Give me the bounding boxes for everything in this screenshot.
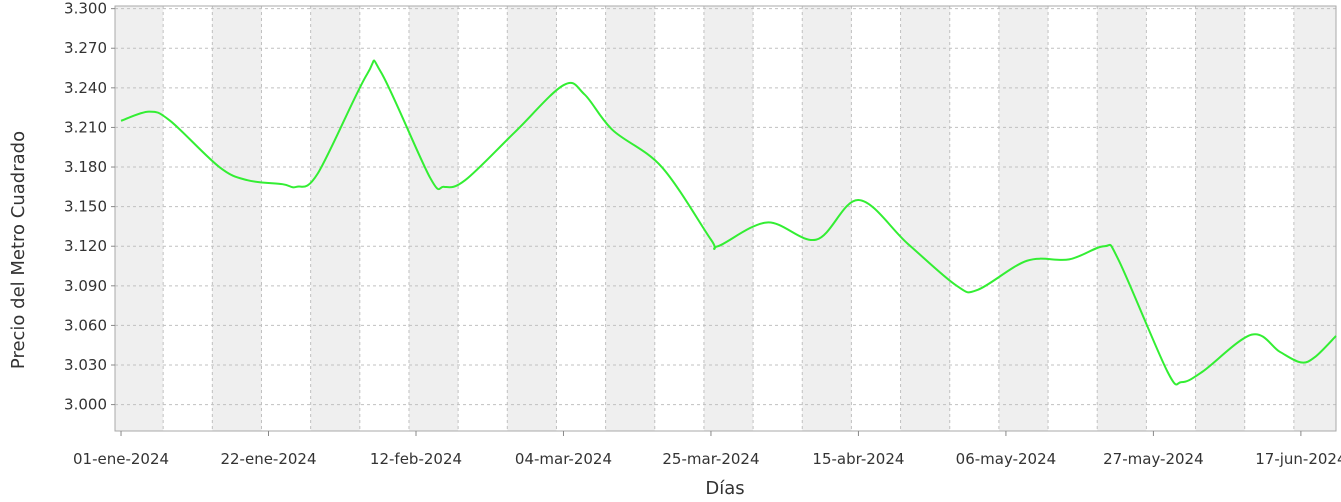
x-tick-label: 06-may-2024 <box>956 450 1057 468</box>
x-tick-label: 04-mar-2024 <box>515 450 612 468</box>
y-tick-label: 3.090 <box>64 277 107 295</box>
y-tick-label: 3.300 <box>64 0 107 18</box>
y-axis-title: Precio del Metro Cuadrado <box>8 131 29 369</box>
background-band <box>1097 6 1147 431</box>
background-band <box>507 6 557 431</box>
background-band <box>605 6 655 431</box>
background-band <box>1293 6 1336 431</box>
x-tick-label: 01-ene-2024 <box>73 450 169 468</box>
x-tick-label: 15-abr-2024 <box>812 450 904 468</box>
background-band <box>1195 6 1245 431</box>
background-band <box>408 6 459 431</box>
background-band <box>703 6 754 431</box>
grid-lines <box>115 6 1336 431</box>
series-layer <box>120 59 1337 386</box>
background-band <box>900 6 950 431</box>
y-tick-label: 3.180 <box>64 158 107 176</box>
y-axis: 3.000 3.030 3.060 3.090 3.120 3.150 3.180 3.210… <box>64 0 115 414</box>
background-band <box>310 6 360 431</box>
x-tick-label: 27-may-2024 <box>1103 450 1204 468</box>
x-tick-label: 25-mar-2024 <box>662 450 759 468</box>
background-band <box>998 6 1049 431</box>
y-tick-label: 3.240 <box>64 79 107 97</box>
x-tick-label: 12-feb-2024 <box>370 450 462 468</box>
y-tick-label: 3.000 <box>64 396 107 414</box>
background-band <box>115 6 164 431</box>
y-tick-label: 3.060 <box>64 316 107 334</box>
background-band <box>802 6 852 431</box>
y-tick-label: 3.270 <box>64 39 107 57</box>
y-tick-label: 3.210 <box>64 118 107 136</box>
x-axis: 01-ene-2024 22-ene-2024 12-feb-2024 04-mar-… <box>73 431 1341 468</box>
x-axis-title: Días <box>705 478 744 499</box>
background-bands <box>115 6 1336 431</box>
series-line <box>120 59 1337 386</box>
x-tick-label: 22-ene-2024 <box>220 450 316 468</box>
x-tick-label: 17-jun-2024 <box>1255 450 1341 468</box>
plot-border <box>114 5 1337 432</box>
y-tick-label: 3.030 <box>64 356 107 374</box>
y-tick-label: 3.120 <box>64 237 107 255</box>
y-tick-label: 3.150 <box>64 198 107 216</box>
background-band <box>212 6 262 431</box>
